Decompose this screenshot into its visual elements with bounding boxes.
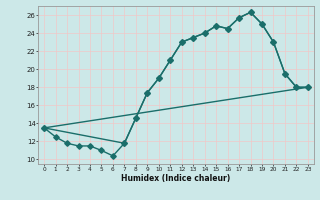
X-axis label: Humidex (Indice chaleur): Humidex (Indice chaleur) (121, 174, 231, 183)
